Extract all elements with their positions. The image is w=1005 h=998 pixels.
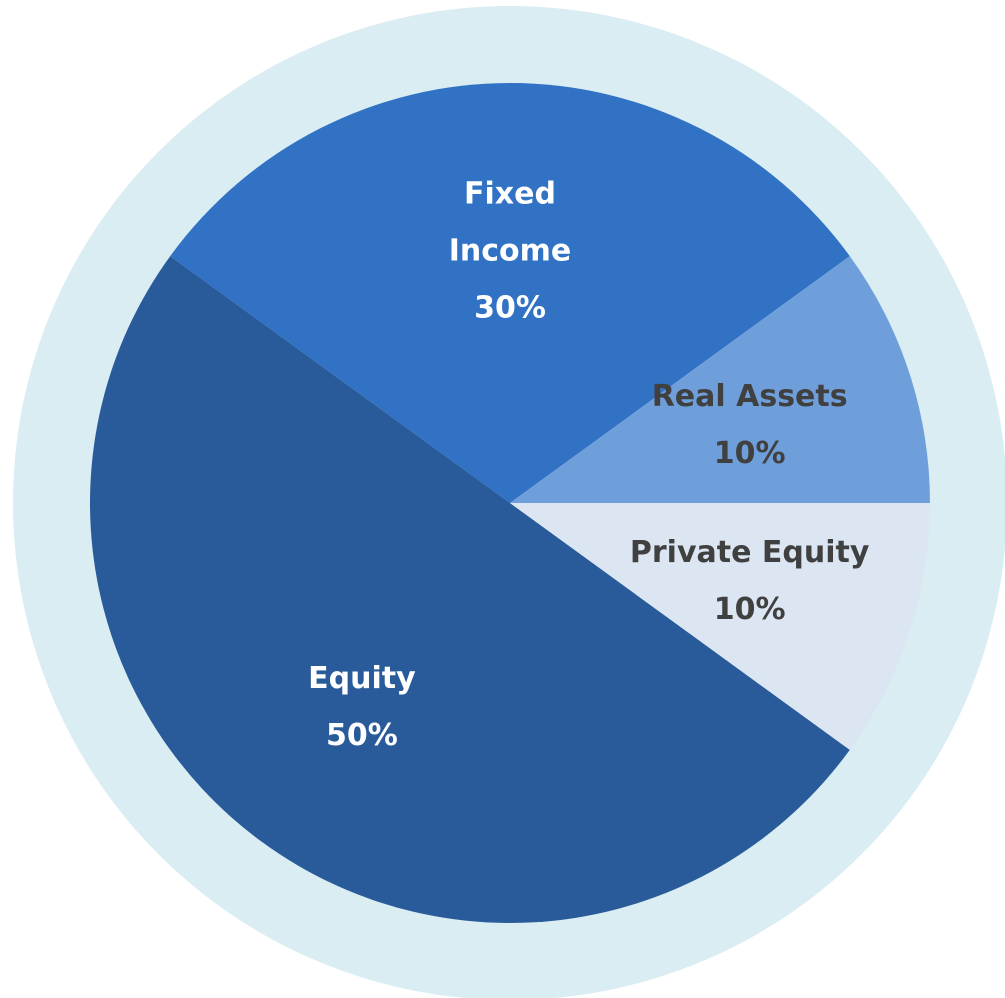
slice-value-label: 10% [713, 436, 786, 472]
slice-category-label: Real Assets [651, 379, 848, 415]
pie-slice [90, 256, 850, 924]
pie-slice [510, 256, 930, 503]
slice-category-label: Equity [308, 660, 416, 696]
slice-label: Private Equity 10% [630, 524, 870, 638]
slice-label: Equity 50% [308, 650, 416, 764]
slice-value-label: 30% [474, 290, 546, 326]
slice-value-label: 50% [325, 717, 398, 753]
pie-slice [510, 503, 930, 750]
slice-value-label: 10% [713, 591, 786, 627]
pie-slice [170, 82, 850, 503]
slice-category-label: Fixed Income [448, 176, 572, 269]
slice-label: Real Assets 10% [652, 368, 848, 482]
slice-category-label: Private Equity [629, 534, 870, 570]
slice-label: Fixed Income 30% [410, 166, 610, 337]
